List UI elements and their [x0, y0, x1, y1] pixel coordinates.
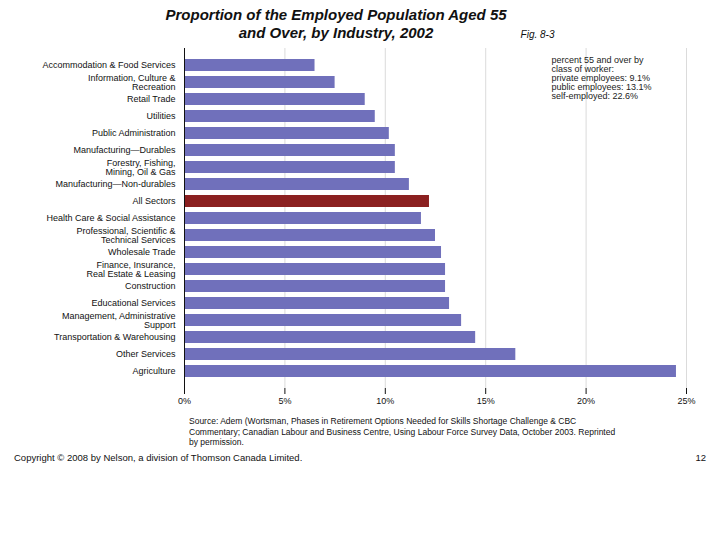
svg-text:Manufacturing—Durables: Manufacturing—Durables — [73, 145, 176, 155]
svg-text:Health Care & Social Assistanc: Health Care & Social Assistance — [46, 213, 175, 223]
svg-text:5%: 5% — [278, 396, 291, 406]
svg-text:0%: 0% — [178, 396, 191, 406]
html-text:Proportion of the Employed Pop: Proportion of the Employed Population Ag… — [165, 6, 507, 41]
svg-text:Professional, Scientific &Tech: Professional, Scientific &Technical Serv… — [76, 226, 176, 245]
svg-text:Construction: Construction — [125, 281, 176, 291]
svg-text:Educational Services: Educational Services — [91, 298, 176, 308]
html-text:Copyright © 2008 by Nelson, a: Copyright © 2008 by Nelson, a division o… — [14, 451, 303, 463]
svg-text:Accommodation & Food Services: Accommodation & Food Services — [42, 60, 176, 70]
svg-text:All Sectors: All Sectors — [132, 196, 176, 206]
svg-text:Manufacturing—Non-durables: Manufacturing—Non-durables — [55, 179, 176, 189]
svg-text:Finance, Insurance,Real Estate: Finance, Insurance,Real Estate & Leasing — [86, 260, 175, 279]
svg-text:Agriculture: Agriculture — [132, 366, 175, 376]
svg-text:Information, Culture &Recreati: Information, Culture &Recreation — [88, 73, 176, 92]
svg-text:Public Administration: Public Administration — [92, 128, 176, 138]
svg-text:percent 55 and over byclass of: percent 55 and over byclass of worker:pr… — [552, 55, 652, 101]
svg-text:Management, AdministrativeSupp: Management, AdministrativeSupport — [62, 311, 176, 330]
html-text:Source: Adem (Wortsman, Phases: Source: Adem (Wortsman, Phases in Retire… — [189, 416, 616, 448]
svg-text:Other Services: Other Services — [116, 349, 176, 359]
svg-text:15%: 15% — [477, 396, 495, 406]
svg-text:Retail Trade: Retail Trade — [127, 94, 176, 104]
svg-text:10%: 10% — [376, 396, 394, 406]
svg-text:Wholesale Trade: Wholesale Trade — [108, 247, 176, 257]
html-text:Fig. 8-3: Fig. 8-3 — [520, 29, 555, 40]
svg-text:Transportation & Warehousing: Transportation & Warehousing — [54, 332, 175, 342]
html-text:12: 12 — [695, 451, 706, 463]
svg-text:20%: 20% — [577, 396, 595, 406]
svg-text:25%: 25% — [677, 396, 695, 406]
svg-text:Forestry, Fishing,Mining, Oil: Forestry, Fishing,Mining, Oil & Gas — [105, 158, 176, 177]
svg-text:Utilities: Utilities — [146, 111, 176, 121]
